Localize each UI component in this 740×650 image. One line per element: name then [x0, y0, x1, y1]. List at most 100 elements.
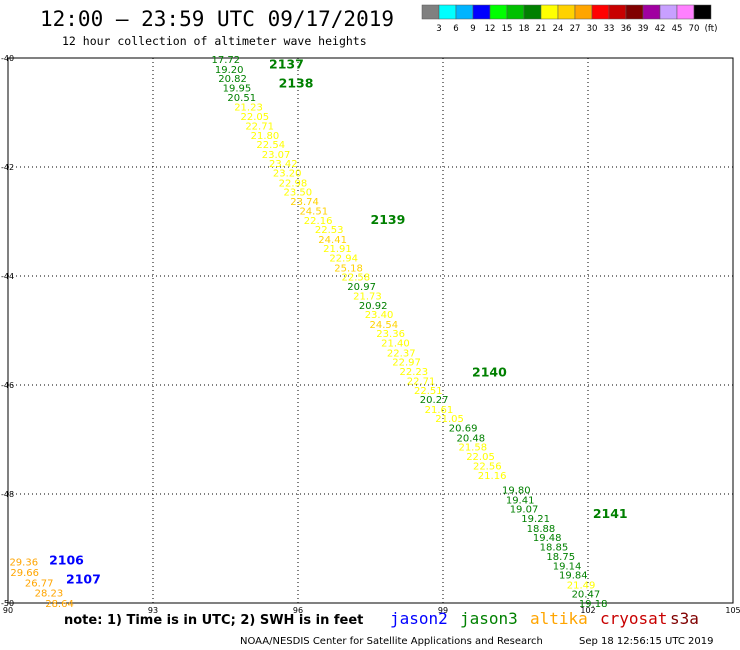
swh-value-label: 19.84	[559, 571, 588, 582]
swh-value-label: 24.54	[370, 320, 399, 331]
pass-number-label: 2141	[593, 506, 628, 521]
swh-value-label: 20.97	[347, 282, 376, 293]
swh-value-label: 23.07	[262, 150, 291, 161]
swh-value-label: 20.69	[449, 424, 478, 435]
swh-value-label: 28.64	[45, 599, 74, 610]
legend-jason2: jason2	[390, 609, 448, 628]
swh-value-label: 22.71	[245, 122, 274, 133]
generated-timestamp: Sep 18 12:56:15 UTC 2019	[579, 636, 713, 647]
color-scale-swatch	[693, 4, 712, 20]
color-scale-label: 27	[570, 24, 581, 34]
y-tick-label: -46	[1, 381, 14, 390]
color-scale-label: (ft)	[705, 24, 718, 34]
x-tick-label: 96	[293, 606, 303, 615]
legend-jason3: jason3	[460, 609, 518, 628]
color-scale-swatch	[489, 4, 508, 20]
swh-value-label: 19.41	[506, 495, 535, 506]
color-scale-swatch	[608, 4, 627, 20]
swh-value-label: 20.48	[457, 433, 486, 444]
x-tick-label: 105	[725, 606, 740, 615]
swh-value-label: 20.82	[218, 74, 247, 85]
swh-value-label: 21.23	[234, 103, 263, 114]
swh-value-label: 25.18	[334, 263, 363, 274]
swh-value-label: 19.14	[553, 561, 582, 572]
legend-s3a: s3a	[670, 609, 699, 628]
color-scale-label: 3	[436, 24, 441, 34]
legend-cryosat: cryosat	[600, 609, 667, 628]
color-scale-swatch	[574, 4, 593, 20]
swh-value-label: 23.20	[273, 168, 302, 179]
swh-value-label: 23.50	[284, 188, 313, 199]
color-scale-swatch	[659, 4, 678, 20]
pass-number-label: 2106	[49, 552, 84, 567]
swh-value-label: 22.05	[240, 112, 269, 123]
swh-value-label: 19.18	[579, 599, 608, 610]
color-scale-label: 39	[638, 24, 649, 34]
color-scale-label: 42	[655, 24, 666, 34]
color-scale-swatch	[557, 4, 576, 20]
swh-value-label: 22.05	[466, 452, 495, 463]
swh-value-label: 20.51	[227, 93, 256, 104]
color-scale-label: 45	[672, 24, 683, 34]
pass-labels: 2137 2138 2139 2140 2141 2106 2107	[49, 56, 628, 586]
color-scale-swatch	[523, 4, 542, 20]
swh-value-label: 22.71	[407, 377, 436, 388]
swh-value-label: 23.42	[269, 159, 298, 170]
swh-value-label: 19.21	[521, 514, 550, 525]
swh-value-label: 22.97	[392, 358, 421, 369]
color-scale-label: 30	[587, 24, 598, 34]
y-tick-label: -50	[1, 599, 14, 608]
satellite-legend: jason2 jason3 altika cryosat s3a	[390, 609, 699, 628]
y-tick-label: -40	[1, 54, 14, 63]
pass-number-label: 2139	[371, 212, 406, 227]
color-scale-swatch	[625, 4, 644, 20]
swh-value-label: 21.58	[458, 443, 487, 454]
swh-value-label: 22.58	[342, 273, 371, 284]
swh-value-label: 22.94	[329, 253, 358, 264]
color-scale-swatch	[438, 4, 457, 20]
x-tick-label: 93	[148, 606, 158, 615]
y-tick-label: -44	[1, 272, 14, 281]
color-scale-swatch	[676, 4, 695, 20]
units-note: note: 1) Time is in UTC; 2) SWH is in fe…	[64, 613, 363, 628]
plot-frame	[7, 57, 734, 604]
color-scale-swatch	[506, 4, 525, 20]
swh-value-label: 22.53	[315, 225, 344, 236]
color-scale-label: 15	[502, 24, 513, 34]
color-scale-label: 6	[453, 24, 458, 34]
pass-number-label: 2140	[472, 364, 507, 379]
color-scale-swatch	[642, 4, 661, 20]
swh-value-label: 23.40	[365, 310, 394, 321]
pass-number-label: 2107	[66, 571, 101, 586]
color-scale-swatch	[591, 4, 610, 20]
swh-value-label: 21.91	[323, 244, 352, 255]
swh-value-label: 20.47	[572, 590, 601, 601]
swh-value-label: 18.88	[527, 524, 556, 535]
color-scale-label: 33	[604, 24, 615, 34]
swh-value-label: 26.77	[25, 578, 54, 589]
y-tick-label: -48	[1, 490, 14, 499]
swh-value-label: 19.95	[223, 83, 252, 94]
data-points: 17.7219.2020.8219.9520.5121.2322.0522.71…	[9, 55, 607, 610]
color-scale-swatch	[421, 4, 440, 20]
color-scale-label: 36	[621, 24, 632, 34]
swh-value-label: 21.61	[425, 405, 454, 416]
swh-value-label: 21.05	[435, 414, 464, 425]
swh-value-label: 23.36	[376, 329, 405, 340]
color-scale-swatch	[455, 4, 474, 20]
swh-value-label: 29.66	[10, 568, 39, 579]
y-tick-label: -42	[1, 163, 14, 172]
legend-altika: altika	[530, 609, 588, 628]
x-tick-label: 102	[580, 606, 595, 615]
swh-value-label: 24.51	[299, 207, 328, 218]
swh-value-label: 18.85	[540, 542, 569, 553]
swh-value-label: 21.80	[251, 131, 280, 142]
swh-value-label: 18.75	[546, 552, 575, 563]
x-tick-label: 90	[3, 606, 13, 615]
swh-value-label: 24.41	[318, 235, 347, 246]
swh-value-label: 21.73	[353, 292, 382, 303]
swh-value-label: 20.92	[359, 301, 388, 312]
color-scale-label: 18	[519, 24, 530, 34]
color-scale-swatch	[540, 4, 559, 20]
color-scale-label: 9	[470, 24, 475, 34]
